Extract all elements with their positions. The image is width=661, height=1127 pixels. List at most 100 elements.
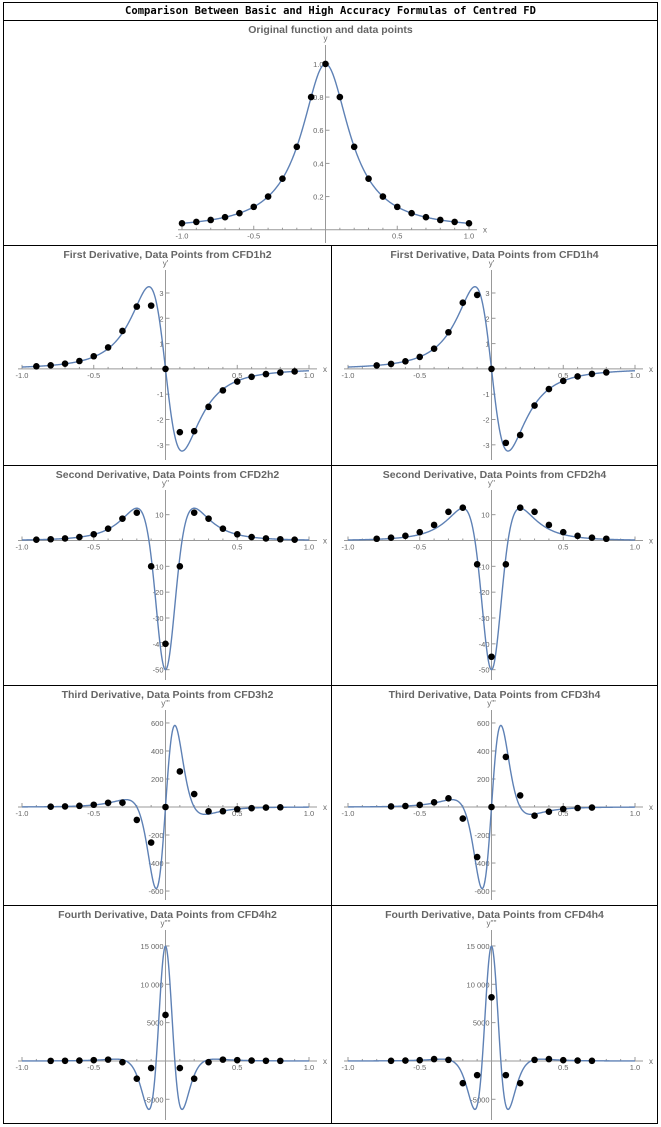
x-axis-label: x	[483, 226, 487, 235]
data-point	[193, 218, 200, 226]
plot-title: First Derivative, Data Points from CFD1h…	[390, 249, 598, 261]
data-point	[459, 299, 467, 307]
y-tick-label: 2	[159, 314, 163, 323]
data-point	[162, 640, 169, 648]
data-point	[119, 515, 126, 522]
data-point	[248, 533, 255, 541]
data-point	[416, 1056, 424, 1064]
y-tick-label: -20	[153, 588, 164, 597]
y-tick-label: -10	[153, 562, 164, 571]
data-point	[445, 795, 452, 802]
x-tick-label: 0.5	[232, 1063, 242, 1072]
data-point	[574, 532, 581, 540]
function-curve	[348, 945, 635, 1111]
data-point	[402, 1057, 409, 1064]
data-point	[445, 328, 452, 336]
x-tick-label: -1.0	[16, 543, 29, 552]
data-point	[236, 209, 243, 217]
data-point	[373, 535, 380, 543]
data-point	[430, 1055, 438, 1063]
plot-original: Original function and data points x y -1.0 -…	[4, 21, 657, 246]
plot-third-derivative-h2: Third Derivative, Data Points from CFD3h…	[4, 686, 331, 906]
x-tick-label: 0.5	[392, 232, 402, 241]
data-point	[574, 1057, 581, 1064]
chart-svg: Fourth Derivative, Data Points from CFD4…	[342, 909, 653, 1120]
y-tick-label: 10 000	[467, 980, 490, 989]
data-point	[133, 816, 141, 824]
data-point	[430, 798, 438, 806]
data-point	[574, 373, 581, 380]
data-point	[176, 563, 184, 570]
x-tick-label: -0.5	[413, 371, 426, 380]
data-point	[502, 753, 510, 761]
data-point	[277, 804, 284, 811]
data-point	[488, 993, 495, 1001]
data-point	[531, 1056, 538, 1064]
x-axis-label: x	[323, 537, 327, 546]
y-tick-label: -2	[483, 416, 490, 425]
plot-first-derivative-h2: First Derivative, Data Points from CFD1h…	[4, 246, 331, 466]
data-point	[119, 1058, 126, 1066]
data-point	[178, 220, 186, 227]
data-point	[147, 839, 155, 846]
data-point	[176, 428, 184, 436]
data-point	[603, 535, 610, 543]
y-tick-label: 400	[477, 747, 490, 756]
x-tick-label: -1.0	[176, 232, 189, 241]
plot-title: Fourth Derivative, Data Points from CFD4…	[58, 909, 277, 921]
y-tick-label: 3	[159, 289, 163, 298]
y-tick-label: -5000	[470, 1095, 489, 1104]
data-point	[545, 1055, 553, 1063]
data-point	[516, 792, 524, 799]
chart-svg: Second Derivative, Data Points from CFD2…	[342, 469, 653, 680]
data-point	[430, 521, 438, 529]
data-point	[445, 508, 452, 516]
data-point	[76, 1057, 83, 1064]
chart-svg: Third Derivative, Data Points from CFD3h…	[342, 689, 653, 900]
data-point	[61, 535, 69, 542]
data-point	[262, 1057, 270, 1065]
plot-title: Second Derivative, Data Points from CFD2…	[383, 469, 607, 481]
plot-title: Third Derivative, Data Points from CFD3h…	[62, 689, 274, 701]
data-point	[574, 804, 581, 812]
x-axis-label: x	[649, 365, 653, 374]
data-point	[559, 377, 567, 385]
data-point	[373, 362, 380, 369]
x-tick-label: -1.0	[342, 543, 355, 552]
x-tick-label: 0.5	[232, 371, 242, 380]
y-tick-label: 0.8	[313, 93, 323, 102]
data-point	[90, 801, 98, 809]
y-tick-label: 0.6	[313, 126, 323, 135]
data-point	[350, 143, 358, 151]
y-tick-label: 0.4	[313, 159, 323, 168]
y-tick-label: 3	[485, 289, 489, 298]
x-tick-label: -0.5	[247, 232, 260, 241]
data-point	[33, 536, 40, 543]
column-divider	[331, 246, 332, 1124]
y-tick-label: 15 000	[141, 942, 164, 951]
y-tick-label: 0.2	[313, 193, 323, 202]
data-point	[387, 534, 395, 542]
data-point	[502, 439, 510, 447]
function-curve	[21, 507, 310, 671]
x-tick-label: 1.0	[630, 543, 640, 552]
data-point	[603, 369, 610, 376]
chart-svg: First Derivative, Data Points from CFD1h…	[342, 249, 653, 460]
y-tick-label: -200	[148, 831, 163, 840]
plot-third-derivative-h4: Third Derivative, Data Points from CFD3h…	[332, 686, 657, 906]
x-axis-label: x	[649, 537, 653, 546]
data-point	[219, 807, 227, 815]
data-point	[90, 1056, 98, 1064]
data-point	[33, 363, 40, 370]
data-point	[277, 1057, 284, 1065]
data-point	[473, 853, 481, 861]
y-tick-label: -3	[157, 441, 164, 450]
data-point	[133, 1075, 141, 1082]
data-point	[176, 1064, 184, 1072]
y-tick-label: 15 000	[467, 942, 490, 951]
data-point	[588, 804, 596, 811]
x-tick-label: -0.5	[87, 371, 100, 380]
function-curve	[347, 507, 636, 671]
data-point	[545, 808, 553, 816]
data-point	[104, 1056, 112, 1063]
